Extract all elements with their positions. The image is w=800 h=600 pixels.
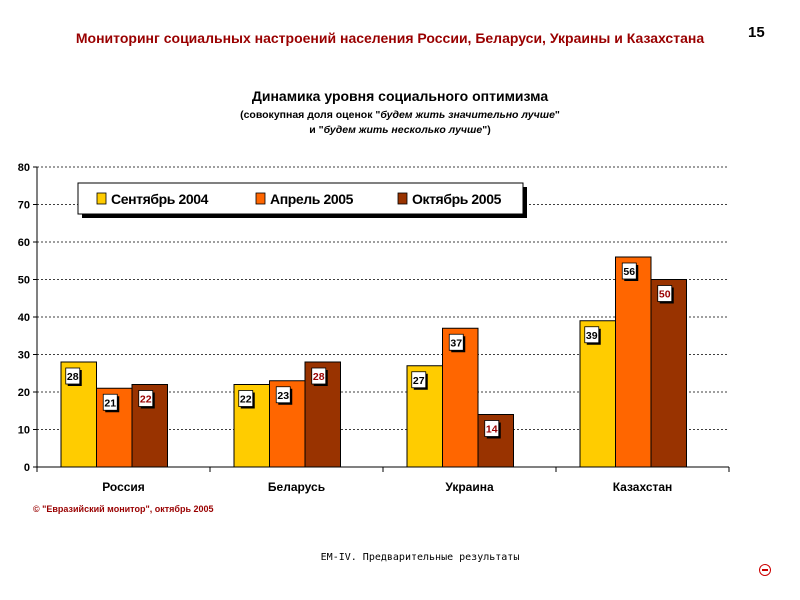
data-label: 14 bbox=[486, 424, 498, 436]
return-icon[interactable] bbox=[759, 564, 771, 576]
chart-title: Динамика уровня социального оптимизма bbox=[251, 88, 549, 104]
y-tick-label: 20 bbox=[18, 387, 30, 399]
page-number: 15 bbox=[748, 24, 765, 41]
y-tick-label: 60 bbox=[18, 237, 30, 249]
data-label-box bbox=[275, 386, 291, 404]
y-tick-label: 30 bbox=[18, 350, 30, 362]
data-label-box bbox=[102, 393, 118, 411]
legend-label: Сентябрь 2004 bbox=[111, 191, 209, 207]
subtitle-italic-1: будем жить значительно лучше bbox=[380, 109, 555, 121]
category-label: Беларусь bbox=[268, 480, 325, 494]
data-label: 27 bbox=[413, 375, 425, 387]
chart-subtitle-line-2: и "будем жить несколько лучше") bbox=[0, 123, 800, 138]
chart-subtitle-line-1: (совокупная доля оценок "будем жить знач… bbox=[0, 108, 800, 123]
data-label: 22 bbox=[240, 394, 252, 406]
data-label-box bbox=[621, 262, 637, 280]
legend-label: Октябрь 2005 bbox=[412, 191, 502, 207]
y-tick-label: 80 bbox=[18, 162, 30, 174]
legend-swatch bbox=[255, 192, 266, 205]
data-label: 37 bbox=[450, 337, 462, 349]
data-label: 39 bbox=[586, 330, 598, 342]
data-label-box bbox=[657, 285, 673, 302]
data-label: 28 bbox=[313, 371, 325, 383]
subtitle-suffix: ") bbox=[482, 124, 491, 136]
data-label: 28 bbox=[67, 371, 79, 383]
y-tick-label: 50 bbox=[18, 275, 30, 287]
data-label-box bbox=[238, 390, 254, 407]
data-label-box bbox=[138, 390, 154, 407]
y-tick-label: 0 bbox=[24, 462, 30, 474]
subtitle-join: " bbox=[554, 109, 560, 121]
data-label: 23 bbox=[277, 390, 289, 402]
chart-subtitle: (совокупная доля оценок "будем жить знач… bbox=[0, 108, 800, 138]
y-tick-label: 10 bbox=[18, 425, 30, 437]
legend-swatch bbox=[96, 192, 107, 205]
legend-swatch bbox=[397, 192, 408, 205]
y-tick-label: 70 bbox=[18, 200, 30, 212]
subtitle-line2-prefix: и " bbox=[309, 124, 324, 136]
bar bbox=[650, 279, 687, 468]
subtitle-italic-2: будем жить несколько лучше bbox=[323, 124, 483, 136]
subtitle-prefix: (совокупная доля оценок " bbox=[240, 109, 381, 121]
y-tick-label: 40 bbox=[18, 312, 30, 324]
data-label-box bbox=[448, 333, 464, 351]
header-title: Мониторинг социальных настроений населен… bbox=[75, 30, 705, 46]
data-label-box bbox=[584, 326, 600, 344]
legend bbox=[77, 182, 524, 215]
category-label: Казахстан bbox=[613, 480, 673, 494]
footer-note: ЕМ-IV. Предварительные результаты bbox=[320, 552, 520, 563]
data-label-box bbox=[411, 371, 427, 389]
legend-label: Апрель 2005 bbox=[270, 191, 354, 207]
copyright-note: © "Евразийский монитор", октябрь 2005 bbox=[33, 504, 214, 514]
data-label-box bbox=[311, 367, 327, 385]
data-label: 22 bbox=[140, 394, 152, 406]
data-label: 56 bbox=[623, 266, 635, 278]
category-label: Россия bbox=[102, 480, 145, 494]
data-label-box bbox=[484, 420, 500, 437]
data-label: 50 bbox=[659, 289, 671, 301]
bar bbox=[615, 256, 652, 468]
bar bbox=[579, 320, 616, 468]
data-label-box bbox=[65, 367, 81, 385]
data-label: 21 bbox=[104, 397, 116, 409]
category-label: Украина bbox=[445, 480, 494, 494]
